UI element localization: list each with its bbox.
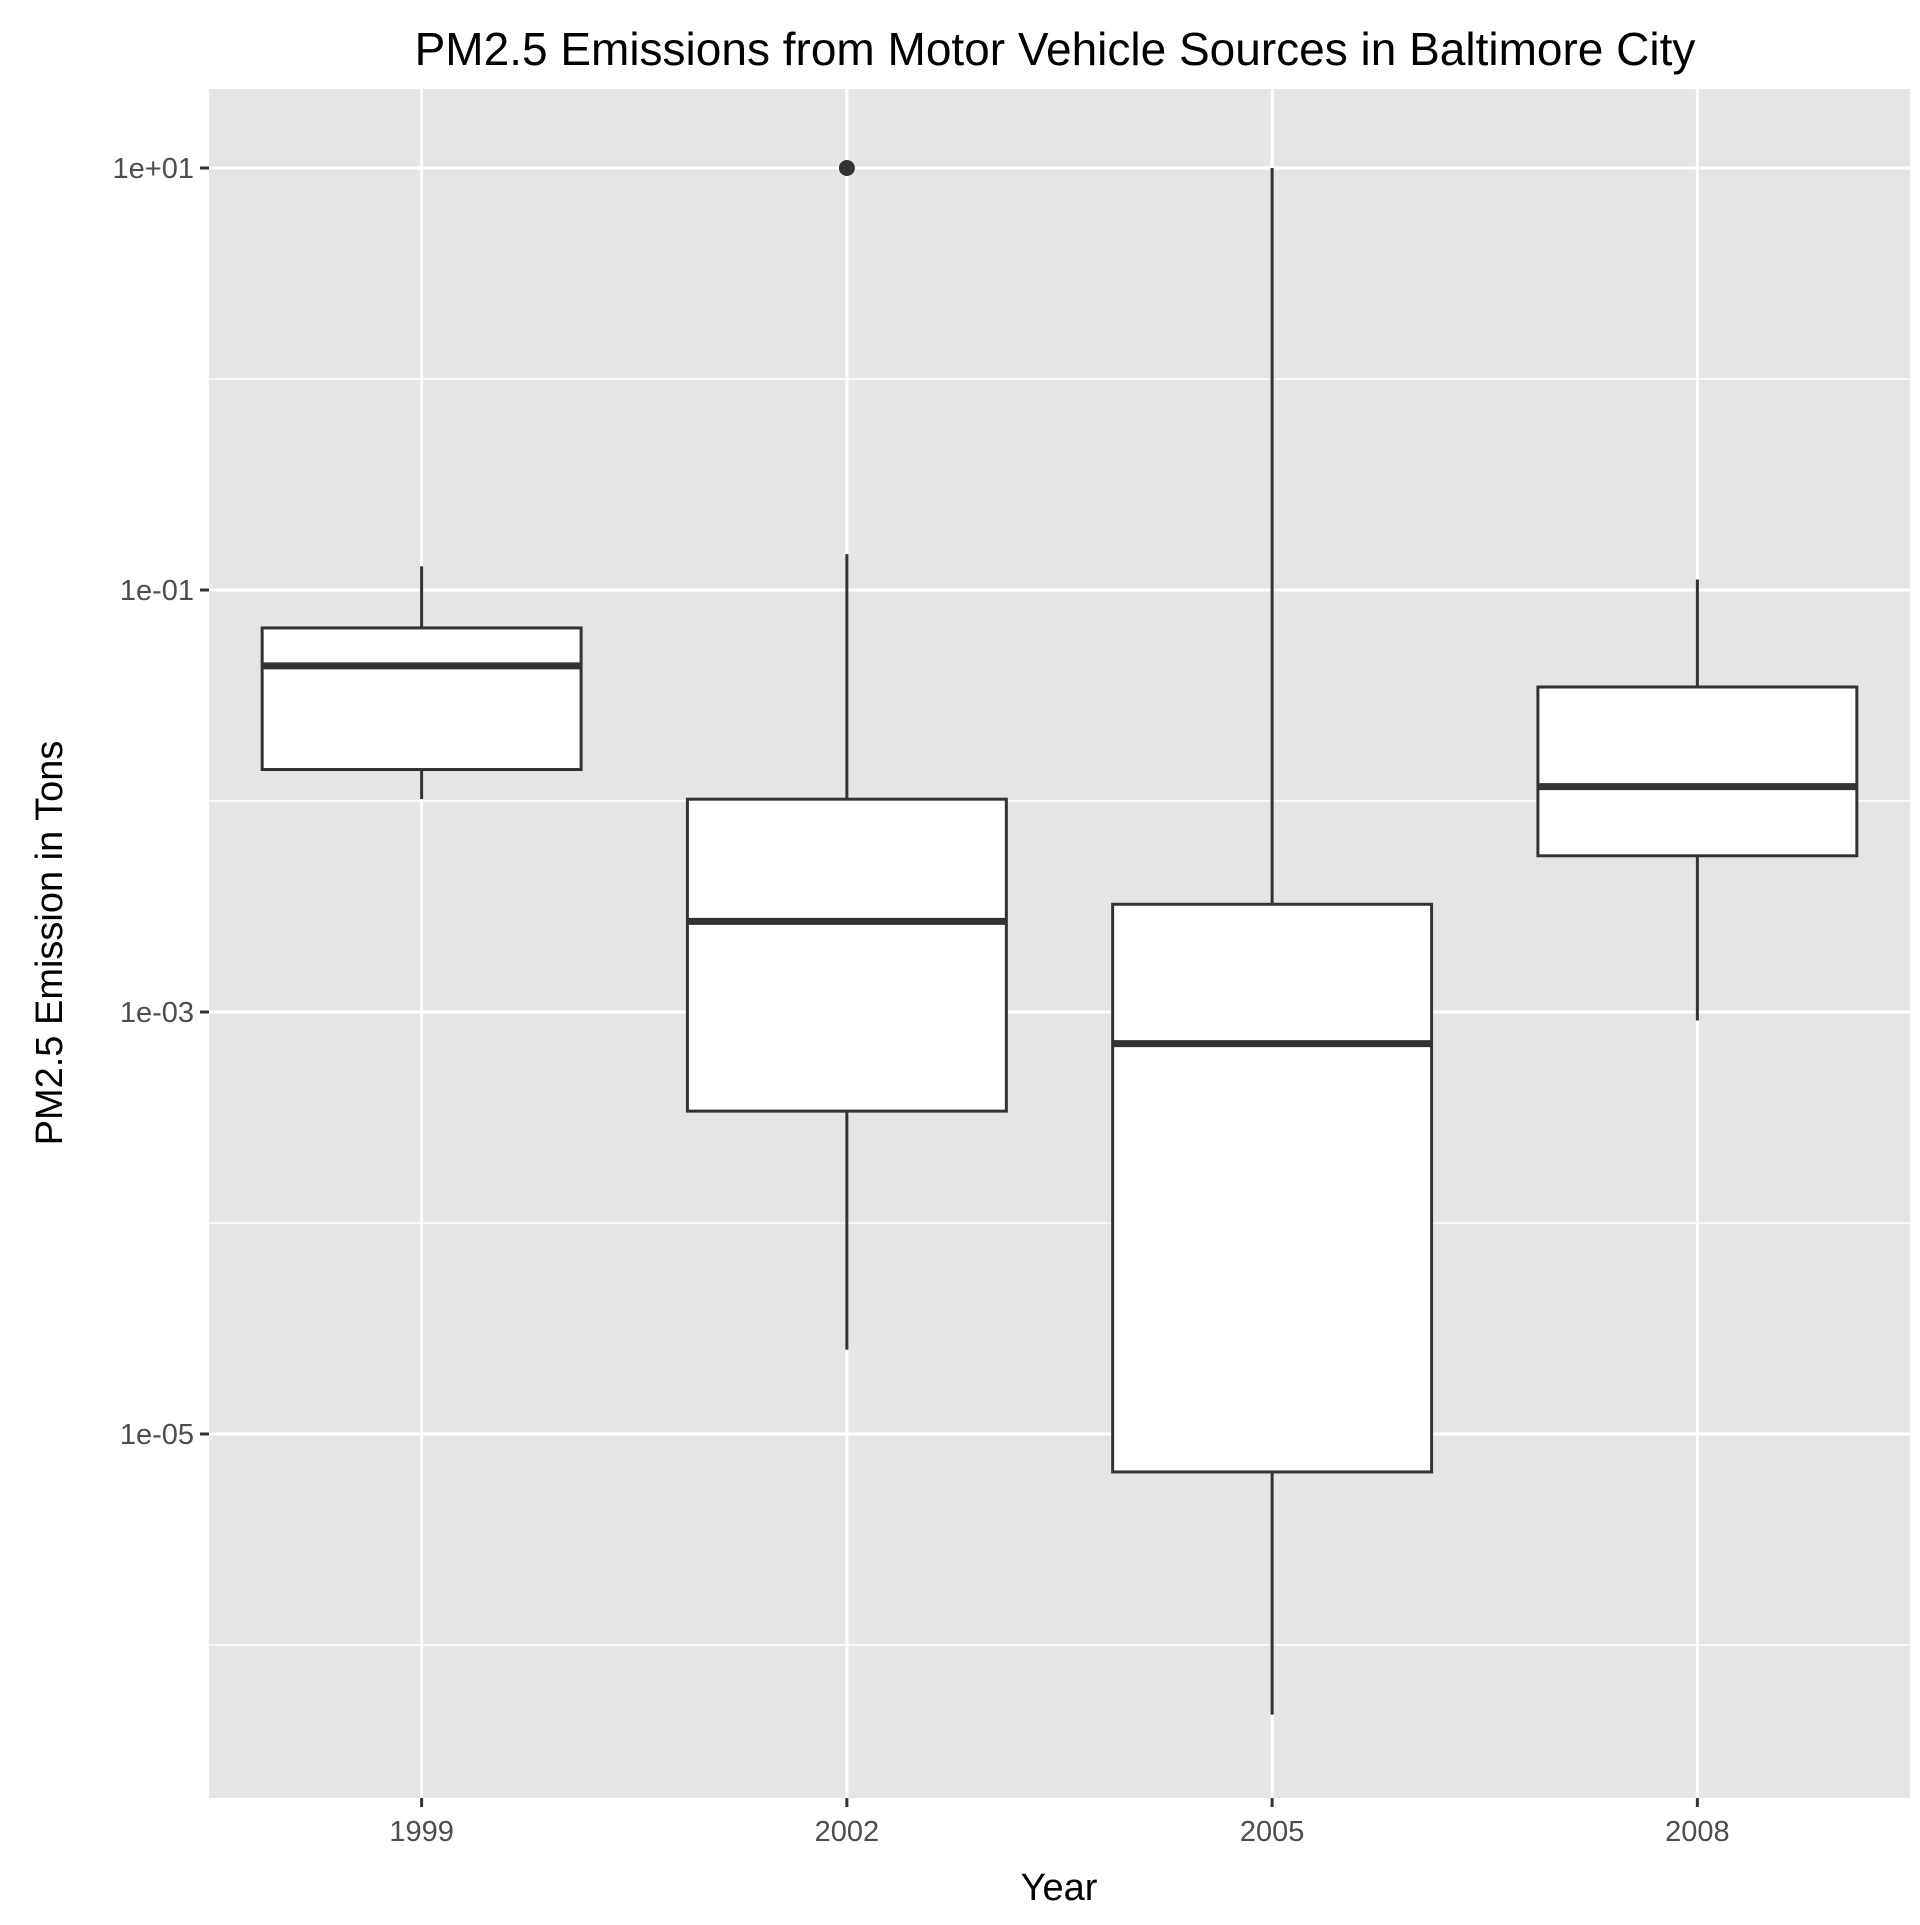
y-tick-label: 1e-05 xyxy=(120,1419,194,1451)
x-tick-label: 2002 xyxy=(815,1816,880,1848)
box-iqr xyxy=(260,626,583,772)
y-tick-label: 1e-03 xyxy=(120,997,194,1029)
x-axis-title: Year xyxy=(1021,1867,1098,1909)
x-tick-label: 2005 xyxy=(1240,1816,1305,1848)
box-iqr xyxy=(1111,902,1434,1474)
outlier-point xyxy=(838,160,855,176)
y-tick-label: 1e+01 xyxy=(113,153,194,185)
x-tick-label: 1999 xyxy=(389,1816,454,1848)
y-axis-title: PM2.5 Emission in Tons xyxy=(29,741,71,1146)
x-tick-label: 2008 xyxy=(1665,1816,1730,1848)
box-2002 xyxy=(685,160,1008,1350)
chart-title: PM2.5 Emissions from Motor Vehicle Sourc… xyxy=(415,23,1696,75)
axes-layer: 1e+01 1e-01 1e-03 1e-05 1999 2002 2005 2008 xyxy=(113,153,1730,1848)
box-2008 xyxy=(1536,579,1859,1021)
y-tick-label: 1e-01 xyxy=(120,575,194,607)
plot-panel xyxy=(209,89,1910,1798)
box-1999 xyxy=(260,566,583,800)
box-iqr xyxy=(1536,685,1859,858)
box-2005 xyxy=(1111,168,1434,1715)
box-iqr xyxy=(685,797,1008,1113)
boxes-layer xyxy=(260,160,1859,1715)
